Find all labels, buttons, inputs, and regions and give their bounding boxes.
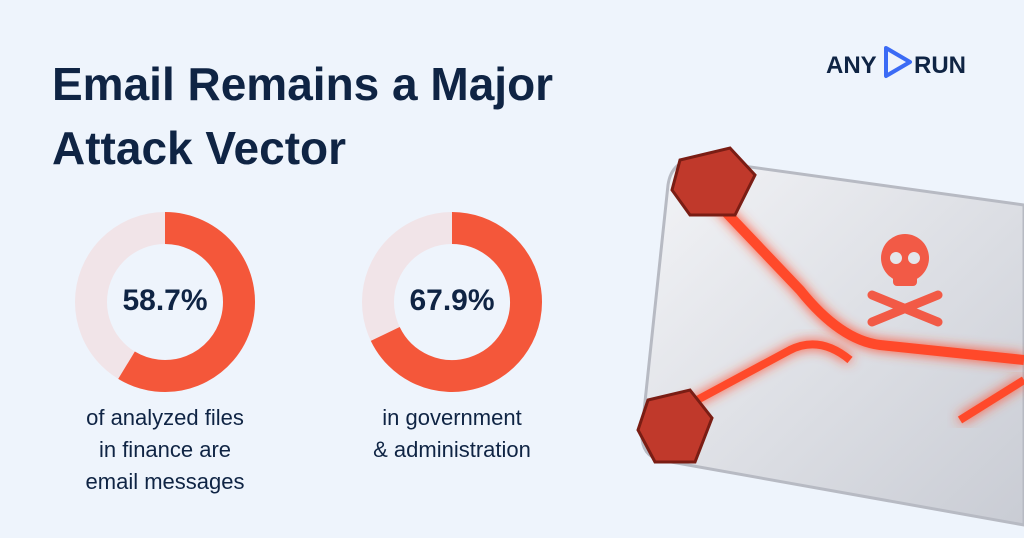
- logo-icon: [884, 46, 912, 78]
- skull-icon: [867, 234, 943, 327]
- envelope-corner: [670, 146, 757, 217]
- title-line: Email Remains a Major: [52, 58, 553, 110]
- caption-line: in finance are: [99, 437, 231, 462]
- value-label: 67.9%: [409, 284, 494, 317]
- caption-line: of analyzed files: [86, 405, 244, 430]
- title-line: Attack Vector: [52, 122, 346, 174]
- logo-text: RUN: [914, 52, 966, 79]
- logo: ANY RUN: [826, 46, 966, 79]
- envelope-glow: [696, 181, 1024, 365]
- envelope-corner: [636, 388, 714, 464]
- donut-arc: [370, 212, 542, 392]
- envelope-illustration: [636, 146, 1024, 527]
- envelope-glow: [658, 340, 853, 424]
- value-label: 58.7%: [122, 284, 207, 317]
- envelope-glow: [957, 376, 1024, 424]
- donut-arc: [118, 212, 255, 392]
- logo-text: ANY: [826, 52, 877, 79]
- caption-line: & administration: [373, 437, 531, 462]
- caption-line: in government: [382, 405, 521, 430]
- caption-line: email messages: [86, 469, 245, 494]
